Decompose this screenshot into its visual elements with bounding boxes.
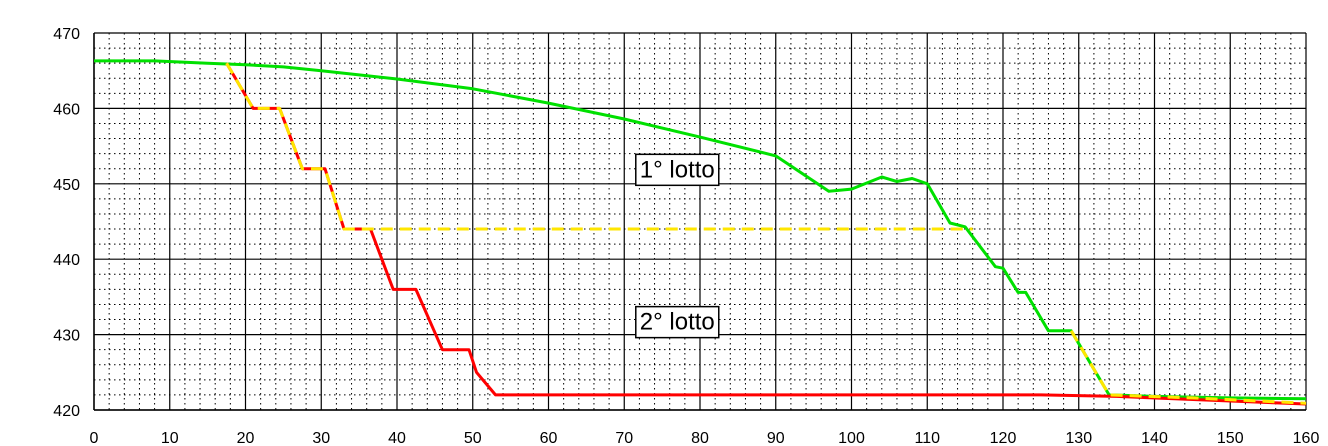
y-tick-label: 420 — [53, 403, 80, 420]
y-tick-label: 440 — [53, 252, 80, 269]
y-tick-label: 460 — [53, 101, 80, 118]
series-line-3 — [225, 62, 973, 231]
x-tick-label: 70 — [615, 430, 633, 446]
x-tick-label: 100 — [838, 430, 865, 446]
y-tick-label: 470 — [53, 26, 80, 43]
annotation-box — [635, 305, 720, 339]
x-tick-label: 140 — [1141, 430, 1168, 446]
x-tick-label: 160 — [1293, 430, 1320, 446]
major-grid — [93, 32, 1307, 411]
x-tick-label: 110 — [914, 430, 940, 446]
series-line-4 — [1069, 330, 1307, 405]
annotation-box — [635, 153, 720, 187]
x-tick-label: 60 — [540, 430, 558, 446]
x-tick-label: 30 — [312, 430, 330, 446]
x-tick-label: 90 — [767, 430, 785, 446]
annotation-layer: 1° lotto 2° lotto — [635, 153, 720, 339]
annotation-text: 2° lotto — [640, 309, 715, 336]
annotation-label-2: 2° lotto — [635, 305, 720, 339]
x-tick-label: 80 — [691, 430, 709, 446]
x-tick-label: 120 — [990, 430, 1017, 446]
y-tick-label: 430 — [53, 328, 80, 345]
y-tick-label: 450 — [53, 177, 80, 194]
x-tick-label: 20 — [237, 430, 255, 446]
annotation-text: 1° lotto — [640, 156, 715, 183]
series-layer — [94, 59, 1307, 406]
x-tick-label: 150 — [1217, 430, 1244, 446]
x-tick-label: 50 — [464, 430, 482, 446]
series-line-2 — [225, 62, 1307, 406]
series-line-1 — [94, 59, 1307, 401]
tick-labels: 0 10 20 30 40 50 60 70 80 90 100 110 120 130 140 150 160… — [53, 26, 1319, 446]
x-tick-label: 130 — [1065, 430, 1092, 446]
x-tick-label: 40 — [388, 430, 406, 446]
x-tick-label: 10 — [161, 430, 179, 446]
annotation-label-1: 1° lotto — [635, 153, 720, 187]
x-tick-label: 0 — [90, 430, 99, 446]
